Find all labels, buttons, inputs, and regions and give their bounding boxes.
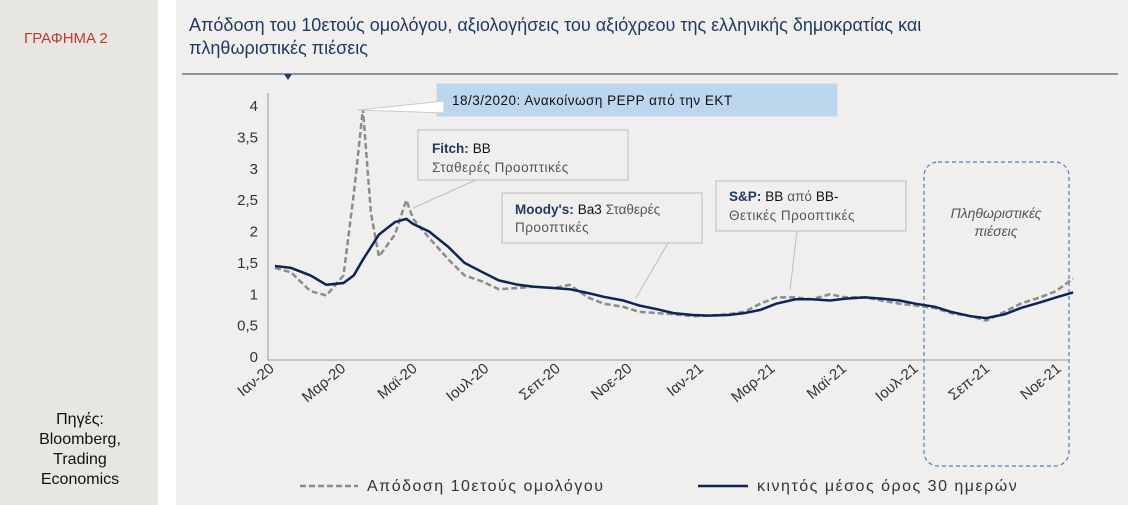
chart-title-line: πληθωριστικές πιέσεις (189, 38, 368, 58)
moodys-callout-line1: Moody's: Ba3 Σταθερές (515, 202, 661, 217)
pepp-callout-pointer (357, 100, 445, 114)
x-tick-label: Ιουλ-20 (443, 360, 492, 405)
pepp-callout (436, 83, 838, 117)
series-line-yield (274, 108, 1074, 322)
y-tick-label: 3,5 (237, 129, 258, 146)
x-tick-label: Νοε-21 (1017, 360, 1064, 404)
sp-callout-line2: Θετικές Προοπτικές (729, 208, 855, 223)
sources-line: Πηγές: (56, 411, 104, 428)
moodys-callout-pointer (635, 242, 669, 299)
series-line-moving-average (274, 217, 1074, 320)
figure-label: ΓΡΑΦΗΜΑ 2 (24, 30, 108, 47)
inflation-label: πιέσεις (974, 223, 1017, 239)
x-tick-label: Ιουλ-21 (872, 360, 921, 405)
y-tick-label: 1 (250, 286, 258, 303)
y-tick-label: 2 (250, 224, 258, 241)
y-tick-label: 3 (250, 161, 258, 178)
y-tick-label: 0 (250, 349, 258, 366)
fitch-callout (417, 129, 629, 181)
sidebar-panel (0, 0, 158, 505)
panel-gap (158, 0, 176, 505)
x-tick-label: Μαϊ-20 (374, 360, 420, 403)
y-tick-label: 4 (250, 98, 258, 115)
inflation-pressures-box (923, 161, 1070, 467)
x-tick-label: Μαρ-21 (728, 360, 778, 406)
sources-line: Trading (53, 451, 107, 468)
sources-note: Πηγές: Bloomberg, Trading Economics (10, 410, 150, 490)
fitch-callout-line1: Fitch: BB (432, 141, 491, 156)
title-rule-notch (284, 74, 292, 80)
sp-callout-line1: S&P: BB από BB- (729, 189, 838, 204)
moodys-callout-line2: Προοπτικές (515, 220, 589, 235)
sp-callout (715, 180, 907, 232)
fitch-callout-line2: Σταθερές Προοπτικές (432, 160, 569, 175)
pepp-callout-text: 18/3/2020: Ανακοίνωση PEPP από την ΕΚΤ (452, 93, 733, 108)
x-tick-label: Ιαν-20 (234, 360, 277, 400)
sp-callout-pointer (789, 230, 798, 291)
x-tick-label: Μαρ-20 (299, 360, 349, 406)
sources-line: Bloomberg, (39, 431, 121, 448)
y-tick-label: 1,5 (237, 255, 258, 272)
chart-title: Απόδοση του 10ετούς ομολόγου, αξιολογήσε… (189, 14, 1089, 60)
x-tick-label: Νοε-20 (588, 360, 635, 404)
inflation-label: Πληθωριστικές (951, 205, 1042, 221)
y-tick-label: 2,5 (237, 192, 258, 209)
moodys-callout (501, 192, 703, 244)
x-tick-label: Σεπ-20 (516, 360, 564, 404)
legend-label-yield: Απόδοση 10ετούς ομολόγου (367, 478, 605, 495)
x-tick-label: Ιαν-21 (664, 360, 707, 400)
x-tick-label: Σεπ-21 (945, 360, 993, 404)
fitch-callout-pointer (412, 179, 477, 209)
sources-line: Economics (40, 471, 120, 488)
chart-title-line: Απόδοση του 10ετούς ομολόγου, αξιολογήσε… (189, 15, 922, 35)
legend-label-moving-average: κινητός μέσος όρος 30 ημερών (757, 478, 1019, 495)
y-tick-label: 0,5 (237, 318, 258, 335)
x-tick-label: Μαϊ-21 (804, 360, 850, 403)
